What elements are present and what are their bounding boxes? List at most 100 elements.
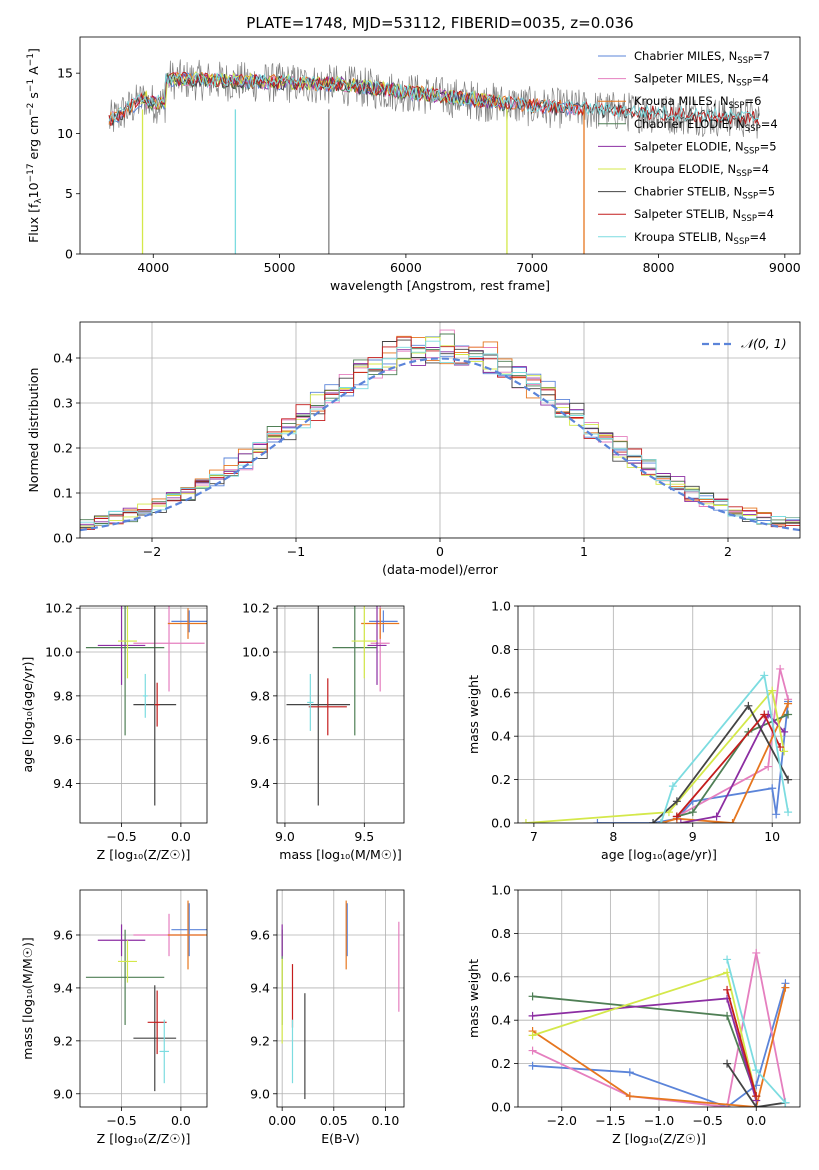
- x-tick-label: 4000: [137, 260, 169, 275]
- y-tick-label: 0.2: [491, 772, 511, 787]
- y-tick-label: 0.2: [53, 441, 73, 456]
- y-tick-label: 9.6: [250, 732, 270, 747]
- weight-line: [532, 995, 758, 1097]
- plot-area-z_age: [80, 606, 207, 823]
- legend-label: Kroupa ELODIE, NSSP=4: [634, 162, 769, 179]
- legend-label: Chabrier STELIB, NSSP=5: [634, 185, 775, 202]
- plot-area-residuals: [80, 322, 800, 538]
- x-tick-label: 1: [580, 544, 588, 559]
- weight-line: [676, 668, 789, 818]
- y-tick-label: 0.6: [491, 969, 511, 984]
- x-tick-label: −1.5: [595, 1113, 625, 1128]
- y-axis-label: Flux [fλ10−17 erg cm−2 s−1 A−1]: [26, 48, 44, 243]
- y-tick-label: 9.4: [250, 776, 270, 791]
- weight-marker: [764, 762, 773, 771]
- axes-frame: [79, 889, 208, 1108]
- y-axis-label: age [log₁₀(age/yr)]: [20, 657, 35, 773]
- weight-marker: [528, 992, 537, 1001]
- y-tick-label: 10.2: [242, 601, 270, 616]
- weight-marker: [780, 727, 789, 736]
- gaussian-curve: [80, 357, 800, 532]
- y-tick-label: 9.6: [53, 732, 73, 747]
- x-axis-label: Z [log₁₀(Z/Z☉)]: [97, 1131, 191, 1146]
- y-tick-label: 10: [57, 126, 73, 141]
- y-tick-label: 0.2: [491, 1056, 511, 1071]
- x-tick-label: 0.0: [171, 1113, 191, 1128]
- weight-line: [726, 1063, 786, 1107]
- weight-line: [532, 952, 787, 1107]
- weight-marker: [723, 1059, 732, 1068]
- axes-z_age: −0.5 0.0 9.4 9.6 9.8 10.0 10.2 Z [log₁₀(Z/Z☉)] a…: [20, 601, 208, 862]
- axes-frame: [79, 321, 801, 539]
- x-tick-label: 9.5: [354, 829, 374, 844]
- axes-frame: [517, 889, 801, 1108]
- x-tick-label: 10: [764, 829, 780, 844]
- y-tick-label: 9.6: [53, 927, 73, 942]
- y-tick-label: 9.4: [53, 776, 73, 791]
- weight-marker: [752, 948, 761, 957]
- y-tick-label: 9.6: [250, 927, 270, 942]
- plots: 4000 5000 6000 7000 8000 9000051015wavelength…: [20, 36, 801, 1146]
- x-axis-label: wavelength [Angstrom, rest frame]: [330, 278, 550, 293]
- weight-marker: [784, 808, 793, 817]
- x-tick-label: 0: [436, 544, 444, 559]
- y-tick-label: 0: [65, 247, 73, 262]
- y-tick-label: 0.4: [491, 729, 511, 744]
- weight-marker: [784, 775, 793, 784]
- weight-marker: [776, 664, 785, 673]
- weight-marker: [760, 671, 769, 680]
- weight-marker: [784, 699, 793, 708]
- axes-z_weight: −2.0 −1.5 −1.0 −0.5 0.0 0.0 0.2 0.4 0.6 0.8 1.0 Z […: [466, 883, 801, 1146]
- x-tick-label: 9.0: [275, 829, 295, 844]
- weight-marker: [625, 1068, 634, 1077]
- y-tick-label: 9.4: [250, 980, 270, 995]
- y-tick-label: 0.0: [491, 1100, 511, 1115]
- axes-frame: [79, 36, 801, 255]
- weight-marker: [528, 1031, 537, 1040]
- legend-label: Salpeter STELIB, NSSP=4: [634, 207, 774, 224]
- weight-marker: [593, 819, 602, 823]
- weight-marker: [728, 819, 737, 823]
- weight-line: [660, 703, 789, 823]
- y-axis-label: mass weight: [466, 675, 481, 754]
- model-spectrum-line: [108, 71, 759, 124]
- histogram-step: [80, 340, 800, 526]
- x-tick-label: 7: [530, 829, 538, 844]
- y-tick-label: 9.2: [250, 1033, 270, 1048]
- weight-marker: [744, 701, 753, 710]
- y-axis-label: Normed distribution: [26, 368, 41, 493]
- y-tick-label: 0.6: [491, 685, 511, 700]
- axes-spectrum: 4000 5000 6000 7000 8000 9000 0 5 10 15 wavelength…: [26, 36, 801, 293]
- plot-area-z_mass: [80, 890, 207, 1107]
- x-tick-label: 8000: [643, 260, 675, 275]
- x-tick-label: −1: [287, 544, 305, 559]
- y-tick-label: 10.0: [242, 645, 270, 660]
- weight-marker: [521, 819, 530, 823]
- weight-marker: [676, 819, 685, 823]
- y-tick-label: 0.8: [491, 926, 511, 941]
- y-tick-label: 9.2: [53, 1033, 73, 1048]
- weight-marker: [781, 1098, 790, 1107]
- weight-marker: [656, 819, 665, 823]
- weight-marker: [752, 1092, 761, 1101]
- weight-marker: [528, 1046, 537, 1055]
- weight-line: [532, 997, 758, 1101]
- x-tick-label: 0.0: [171, 829, 191, 844]
- weight-marker: [528, 1011, 537, 1020]
- y-tick-label: 9.8: [53, 688, 73, 703]
- weight-marker: [768, 784, 777, 793]
- weight-marker: [780, 747, 789, 756]
- x-axis-label: E(B-V): [321, 1131, 360, 1146]
- x-tick-label: −2.0: [547, 1113, 577, 1128]
- plot-area-z_weight: [518, 890, 800, 1107]
- axes-ebv_mass: 0.00 0.05 0.10 9.0 9.2 9.4 9.6 E(B-V): [250, 889, 405, 1146]
- x-tick-label: 0.00: [268, 1113, 296, 1128]
- x-tick-label: −0.5: [106, 829, 136, 844]
- weight-line: [660, 673, 789, 823]
- axes-frame: [276, 605, 405, 824]
- axes-frame: [517, 605, 801, 824]
- y-tick-label: 9.4: [53, 980, 73, 995]
- axes-frame: [276, 889, 405, 1108]
- plot-area-ebv_mass: [277, 890, 404, 1107]
